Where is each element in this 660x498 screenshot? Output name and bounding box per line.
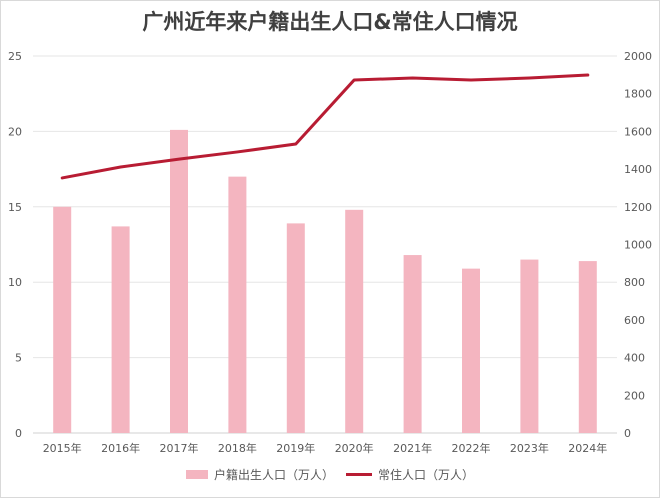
chart-title: 广州近年来户籍出生人口&常住人口情况 bbox=[142, 10, 518, 34]
bar bbox=[53, 206, 72, 433]
bar bbox=[111, 226, 130, 433]
bar bbox=[345, 209, 364, 433]
x-axis-tick: 2018年 bbox=[218, 441, 257, 455]
bar bbox=[578, 261, 597, 433]
population-line bbox=[60, 73, 590, 180]
x-axis-tick: 2024年 bbox=[568, 441, 607, 455]
right-axis-tick: 800 bbox=[624, 276, 645, 289]
left-axis-tick: 0 bbox=[15, 427, 22, 440]
bar bbox=[462, 268, 480, 433]
bar bbox=[170, 129, 188, 433]
right-axis-tick: 1600 bbox=[624, 125, 652, 138]
legend-label-population: 常住人口（万人） bbox=[378, 468, 475, 482]
left-axis-tick: 20 bbox=[8, 125, 22, 138]
x-axis-tick: 2022年 bbox=[452, 441, 491, 455]
legend-item-births: 户籍出生人口（万人） bbox=[185, 466, 334, 483]
x-axis-tick: 2020年 bbox=[335, 441, 374, 455]
legend-label-births: 户籍出生人口（万人） bbox=[213, 468, 334, 482]
left-axis-tick: 5 bbox=[15, 352, 22, 365]
right-axis-tick: 1800 bbox=[624, 88, 652, 101]
x-axis-tick: 2017年 bbox=[160, 441, 199, 455]
left-axis-tick: 10 bbox=[8, 276, 22, 289]
right-axis-tick: 2000 bbox=[624, 50, 652, 63]
x-axis-tick: 2023年 bbox=[510, 441, 549, 455]
legend-swatch-line bbox=[346, 473, 372, 476]
right-axis-tick: 1400 bbox=[624, 163, 652, 176]
x-axis-tick: 2019年 bbox=[276, 441, 315, 455]
left-axis-tick: 15 bbox=[8, 201, 22, 214]
x-axis-tick: 2015年 bbox=[43, 441, 82, 455]
right-axis-tick: 1000 bbox=[624, 239, 652, 252]
legend-item-population: 常住人口（万人） bbox=[346, 466, 474, 483]
right-axis-tick: 400 bbox=[624, 352, 645, 365]
bar bbox=[403, 255, 422, 433]
legend: 户籍出生人口（万人） 常住人口（万人） bbox=[0, 466, 660, 483]
legend-swatch-bar bbox=[185, 470, 208, 479]
bar bbox=[228, 176, 247, 433]
bar bbox=[286, 223, 305, 433]
left-axis-tick: 25 bbox=[8, 50, 22, 63]
right-axis-tick: 0 bbox=[624, 427, 631, 440]
right-axis-tick: 600 bbox=[624, 314, 645, 327]
x-axis-tick: 2021年 bbox=[393, 441, 432, 455]
bar bbox=[520, 259, 539, 433]
right-axis-tick: 200 bbox=[624, 389, 645, 402]
right-axis-tick: 1200 bbox=[624, 201, 652, 214]
x-axis-tick: 2016年 bbox=[101, 441, 140, 455]
